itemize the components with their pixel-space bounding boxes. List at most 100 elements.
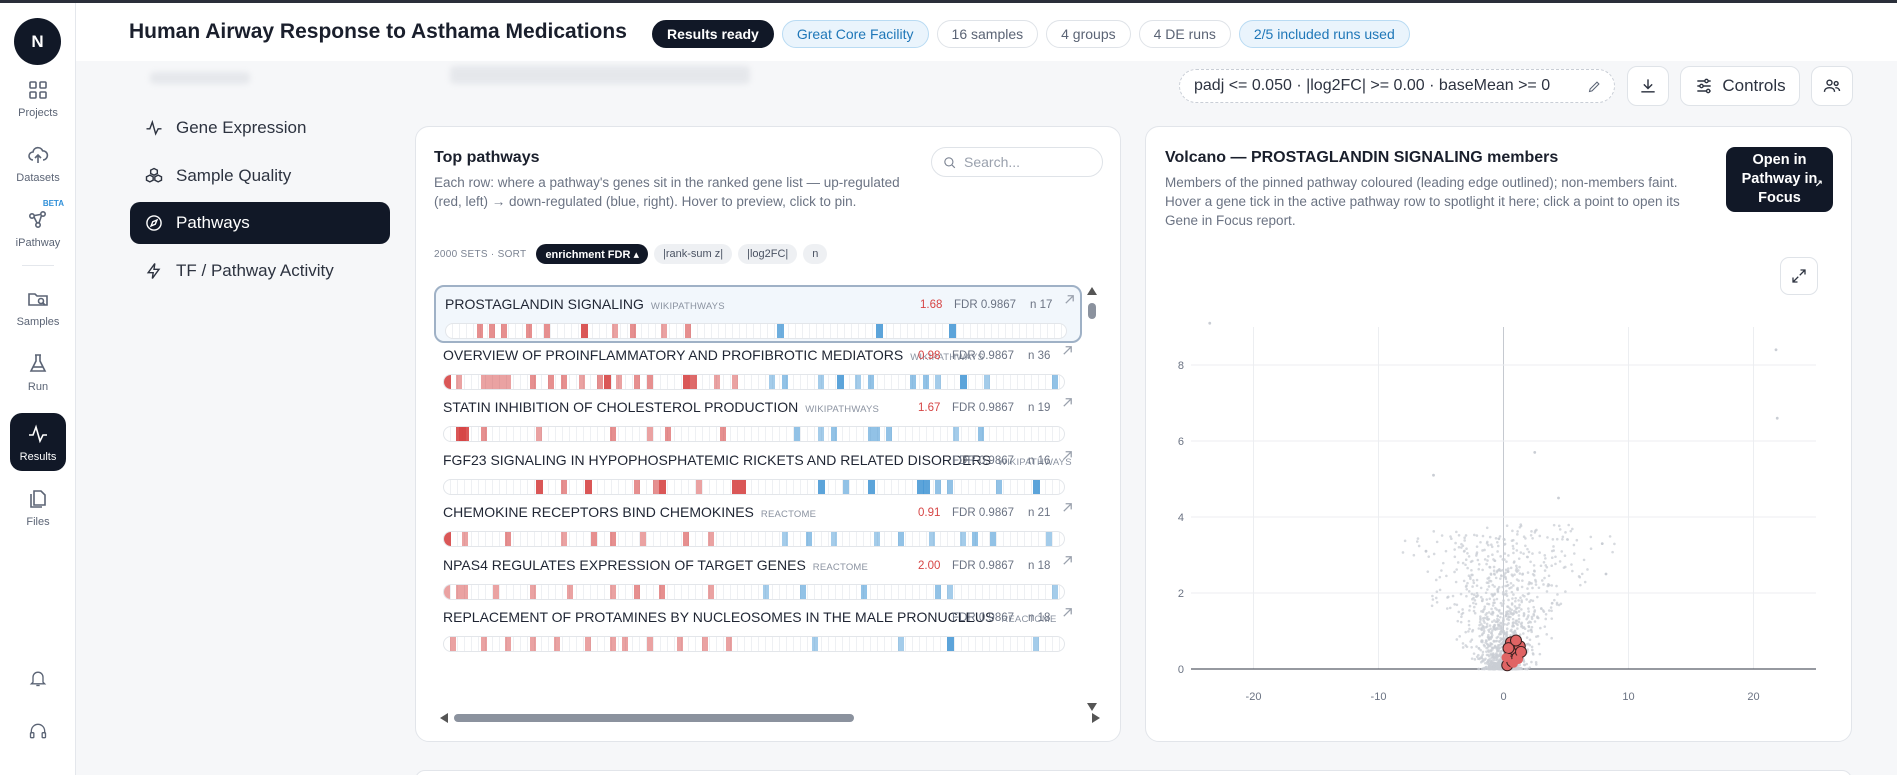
gene-point[interactable]	[1440, 569, 1443, 572]
up-gene-tick[interactable]	[630, 324, 637, 338]
gene-point[interactable]	[1486, 555, 1490, 558]
gene-point[interactable]	[1526, 592, 1530, 596]
down-gene-tick[interactable]	[1033, 479, 1041, 494]
gene-point[interactable]	[1477, 653, 1480, 657]
gene-point[interactable]	[1519, 622, 1523, 626]
gene-point[interactable]	[1466, 566, 1469, 570]
gene-point[interactable]	[1469, 640, 1472, 643]
gene-point[interactable]	[1550, 636, 1553, 640]
down-gene-tick[interactable]	[836, 374, 844, 389]
gene-point[interactable]	[1521, 626, 1525, 630]
gene-point[interactable]	[1557, 524, 1561, 528]
gene-point[interactable]	[1515, 611, 1518, 614]
gene-point[interactable]	[1562, 566, 1566, 569]
up-gene-tick[interactable]	[707, 584, 714, 599]
gene-point[interactable]	[1481, 650, 1485, 654]
gene-point[interactable]	[1544, 564, 1548, 567]
rail-item-ipathway[interactable]: BETA iPathway	[10, 199, 66, 257]
gene-point[interactable]	[1454, 541, 1457, 545]
gene-point[interactable]	[1518, 633, 1522, 636]
gene-point[interactable]	[1496, 614, 1500, 618]
pathway-member-point[interactable]	[1514, 655, 1523, 664]
gene-point[interactable]	[1531, 572, 1535, 576]
gene-point[interactable]	[1485, 562, 1488, 566]
pathway-row[interactable]: FGF23 SIGNALING IN HYPOPHOSPHATEMIC RICK…	[434, 443, 1082, 501]
gene-point[interactable]	[1472, 652, 1476, 655]
gene-point[interactable]	[1470, 657, 1474, 660]
gene-point[interactable]	[1479, 540, 1482, 544]
gene-point[interactable]	[1424, 549, 1428, 553]
gene-point[interactable]	[1505, 580, 1509, 584]
gene-point[interactable]	[1462, 579, 1466, 583]
gene-point[interactable]	[1522, 535, 1526, 538]
gene-point[interactable]	[1434, 596, 1438, 600]
gene-point[interactable]	[1456, 619, 1460, 623]
down-gene-tick[interactable]	[806, 532, 813, 546]
gene-point[interactable]	[1471, 597, 1474, 601]
gene-point[interactable]	[1480, 639, 1483, 642]
gene-point[interactable]	[1467, 590, 1471, 593]
gene-point[interactable]	[1502, 537, 1506, 541]
gene-point[interactable]	[1554, 555, 1557, 559]
gene-point[interactable]	[1505, 633, 1509, 636]
gene-point[interactable]	[1495, 663, 1498, 667]
workspace-avatar[interactable]: N	[14, 18, 61, 65]
gene-point[interactable]	[1487, 628, 1490, 632]
gene-point[interactable]	[1468, 627, 1471, 631]
down-gene-tick[interactable]	[842, 479, 849, 494]
down-gene-tick[interactable]	[861, 584, 868, 599]
gene-point[interactable]	[1496, 550, 1499, 553]
up-gene-tick[interactable]	[634, 584, 641, 599]
gene-point[interactable]	[1485, 622, 1489, 626]
up-gene-tick[interactable]	[585, 479, 593, 494]
gene-point[interactable]	[1521, 579, 1524, 582]
up-gene-tick[interactable]	[683, 532, 690, 546]
gene-point[interactable]	[1490, 607, 1493, 611]
gene-point[interactable]	[1491, 655, 1495, 658]
gene-point[interactable]	[1516, 627, 1519, 630]
gene-point[interactable]	[1542, 583, 1545, 586]
gene-point[interactable]	[1460, 615, 1463, 619]
gene-point[interactable]	[1515, 619, 1519, 622]
gene-point[interactable]	[1509, 629, 1513, 632]
down-gene-tick[interactable]	[885, 427, 892, 441]
gene-point[interactable]	[1533, 451, 1537, 454]
gene-point[interactable]	[1489, 572, 1493, 576]
gene-point[interactable]	[1501, 630, 1505, 634]
gene-point[interactable]	[1510, 603, 1514, 606]
gene-point[interactable]	[1412, 553, 1416, 557]
gene-point[interactable]	[1483, 558, 1487, 561]
down-gene-tick[interactable]	[947, 584, 954, 599]
down-gene-tick[interactable]	[935, 374, 942, 389]
gene-point[interactable]	[1534, 583, 1538, 586]
gene-point[interactable]	[1505, 589, 1508, 593]
gene-point[interactable]	[1435, 600, 1439, 604]
gene-point[interactable]	[1432, 473, 1435, 477]
up-gene-tick[interactable]	[597, 374, 604, 389]
down-gene-tick[interactable]	[990, 532, 997, 546]
gene-point[interactable]	[1571, 569, 1574, 573]
gene-point[interactable]	[1518, 525, 1522, 529]
down-gene-tick[interactable]	[898, 637, 905, 651]
up-gene-tick[interactable]	[505, 637, 512, 651]
gene-point[interactable]	[1517, 666, 1521, 670]
up-gene-tick[interactable]	[444, 584, 450, 599]
pathway-row[interactable]: PROSTAGLANDIN SIGNALING WIKIPATHWAYS 1.68…	[434, 285, 1082, 343]
gene-point[interactable]	[1507, 567, 1510, 570]
gene-point[interactable]	[1530, 648, 1534, 652]
gene-point[interactable]	[1547, 574, 1551, 578]
gene-point[interactable]	[1499, 555, 1502, 558]
gene-point[interactable]	[1528, 638, 1532, 642]
gene-point[interactable]	[1522, 614, 1526, 618]
rail-item-files[interactable]: Files	[10, 478, 66, 536]
gene-point[interactable]	[1473, 658, 1477, 661]
gene-point[interactable]	[1613, 542, 1616, 546]
gene-point[interactable]	[1467, 619, 1471, 623]
gene-point[interactable]	[1506, 570, 1510, 574]
up-gene-tick[interactable]	[566, 584, 573, 599]
gene-point[interactable]	[1492, 667, 1495, 671]
gene-point[interactable]	[1492, 598, 1496, 602]
down-gene-tick[interactable]	[947, 479, 954, 494]
gene-point[interactable]	[1483, 616, 1487, 620]
gene-point[interactable]	[1403, 539, 1407, 543]
